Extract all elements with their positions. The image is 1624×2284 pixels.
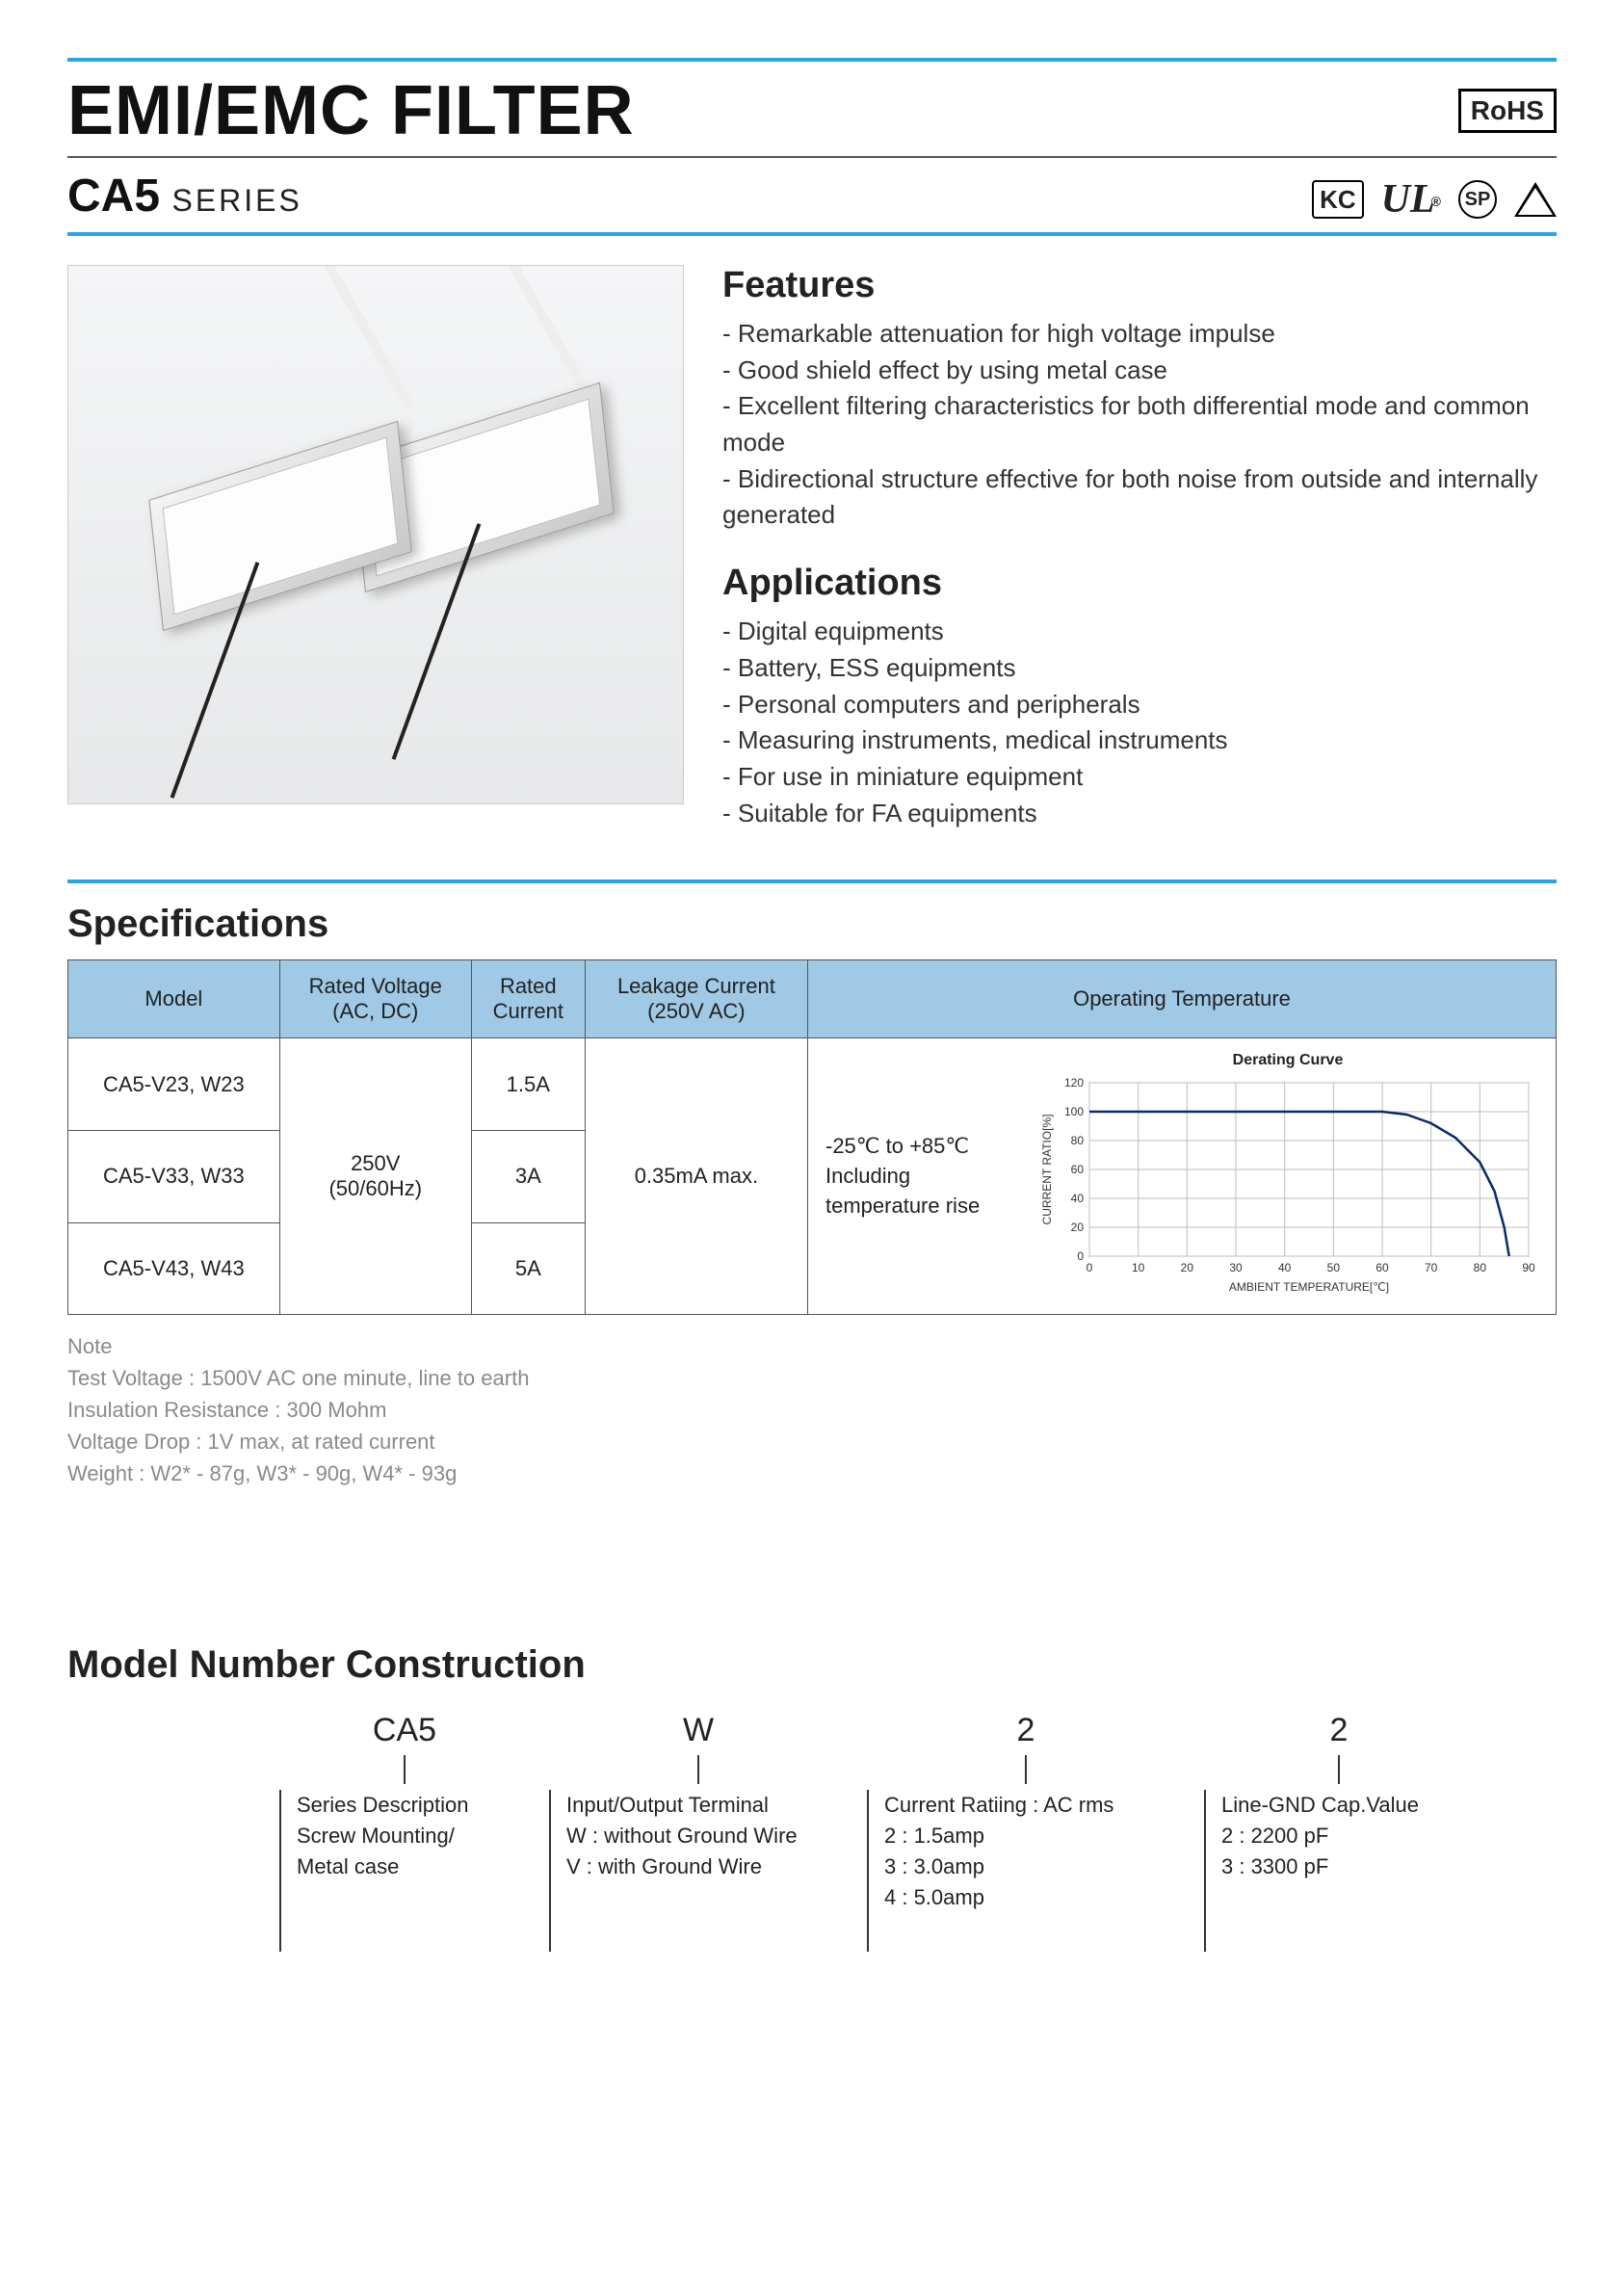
mnc-code-col: 2 bbox=[867, 1712, 1185, 1790]
note-heading: Note bbox=[67, 1330, 1557, 1362]
series-row: CA5 SERIES KC UL® SP bbox=[67, 158, 1557, 236]
svg-text:0: 0 bbox=[1077, 1249, 1084, 1263]
list-item: Suitable for FA equipments bbox=[722, 796, 1557, 832]
applications-heading: Applications bbox=[722, 563, 1557, 604]
header-row: EMI/EMC FILTER RoHS bbox=[67, 71, 1557, 158]
page-title: EMI/EMC FILTER bbox=[67, 71, 635, 150]
mnc-code-col: W bbox=[549, 1712, 848, 1790]
series-word: SERIES bbox=[171, 183, 301, 218]
model-number-construction: Model Number Construction CA5W22 Series … bbox=[67, 1643, 1557, 1952]
mnc-desc-col: Line-GND Cap.Value2 : 2200 pF3 : 3300 pF bbox=[1204, 1790, 1474, 1952]
svg-text:10: 10 bbox=[1132, 1261, 1145, 1274]
series-label: CA5 SERIES bbox=[67, 170, 302, 223]
features-list: Remarkable attenuation for high voltage … bbox=[722, 316, 1557, 534]
svg-text:100: 100 bbox=[1064, 1105, 1084, 1118]
note-line: Voltage Drop : 1V max, at rated current bbox=[67, 1426, 1557, 1457]
list-item: Excellent filtering characteristics for … bbox=[722, 388, 1557, 460]
product-photo bbox=[67, 265, 684, 804]
top-rule bbox=[67, 58, 1557, 62]
svg-text:80: 80 bbox=[1071, 1134, 1085, 1147]
series-code: CA5 bbox=[67, 171, 160, 222]
mnc-heading: Model Number Construction bbox=[67, 1643, 1557, 1687]
derating-chart: Derating Curve 0102030405060708090020406… bbox=[1037, 1052, 1538, 1300]
operating-temp-cell: -25℃ to +85℃Includingtemperature rise De… bbox=[808, 1038, 1557, 1315]
list-item: Good shield effect by using metal case bbox=[722, 353, 1557, 389]
note-line: Test Voltage : 1500V AC one minute, line… bbox=[67, 1362, 1557, 1394]
triangle-mark-icon bbox=[1514, 182, 1557, 217]
svg-text:0: 0 bbox=[1087, 1261, 1093, 1274]
svg-text:20: 20 bbox=[1181, 1261, 1194, 1274]
rated-current-cell: 3A bbox=[471, 1130, 585, 1222]
svg-text:90: 90 bbox=[1522, 1261, 1535, 1274]
svg-text:70: 70 bbox=[1425, 1261, 1438, 1274]
mnc-desc-col: Current Ratiing : AC rms2 : 1.5amp3 : 3.… bbox=[867, 1790, 1185, 1952]
mnc-code-col: 2 bbox=[1204, 1712, 1474, 1790]
list-item: Battery, ESS equipments bbox=[722, 650, 1557, 687]
svg-text:AMBIENT TEMPERATURE[℃]: AMBIENT TEMPERATURE[℃] bbox=[1229, 1280, 1389, 1294]
model-cell: CA5-V23, W23 bbox=[68, 1038, 280, 1131]
applications-list: Digital equipmentsBattery, ESS equipment… bbox=[722, 614, 1557, 831]
list-item: Digital equipments bbox=[722, 614, 1557, 650]
mnc-desc-col: Series DescriptionScrew Mounting/Metal c… bbox=[279, 1790, 530, 1952]
svg-text:80: 80 bbox=[1474, 1261, 1487, 1274]
list-item: Bidirectional structure effective for bo… bbox=[722, 461, 1557, 534]
table-header: Operating Temperature bbox=[808, 960, 1557, 1038]
certification-icons: KC UL® SP bbox=[1312, 176, 1557, 223]
ul-mark-icon: UL® bbox=[1381, 176, 1441, 223]
mnc-code: 2 bbox=[867, 1712, 1185, 1749]
svg-text:30: 30 bbox=[1229, 1261, 1243, 1274]
csa-mark-icon: SP bbox=[1458, 180, 1497, 219]
rated-voltage-cell: 250V(50/60Hz) bbox=[279, 1038, 471, 1315]
list-item: Personal computers and peripherals bbox=[722, 687, 1557, 723]
note-line: Insulation Resistance : 300 Mohm bbox=[67, 1394, 1557, 1426]
temp-range-text: -25℃ to +85℃Includingtemperature rise bbox=[825, 1132, 1018, 1221]
rated-current-cell: 1.5A bbox=[471, 1038, 585, 1131]
mnc-code: W bbox=[549, 1712, 848, 1749]
rated-current-cell: 5A bbox=[471, 1222, 585, 1315]
note-line: Weight : W2* - 87g, W3* - 90g, W4* - 93g bbox=[67, 1457, 1557, 1489]
mnc-desc-col: Input/Output TerminalW : without Ground … bbox=[549, 1790, 848, 1952]
svg-text:CURRENT RATIO[%]: CURRENT RATIO[%] bbox=[1040, 1115, 1054, 1225]
svg-text:120: 120 bbox=[1064, 1076, 1084, 1089]
table-header: Rated Voltage(AC, DC) bbox=[279, 960, 471, 1038]
spec-rule bbox=[67, 879, 1557, 883]
table-row: CA5-V23, W23250V(50/60Hz)1.5A0.35mA max.… bbox=[68, 1038, 1557, 1131]
list-item: Remarkable attenuation for high voltage … bbox=[722, 316, 1557, 353]
list-item: Measuring instruments, medical instrumen… bbox=[722, 722, 1557, 759]
model-cell: CA5-V43, W43 bbox=[68, 1222, 280, 1315]
mnc-code-col: CA5 bbox=[279, 1712, 530, 1790]
model-cell: CA5-V33, W33 bbox=[68, 1130, 280, 1222]
specifications-heading: Specifications bbox=[67, 903, 1557, 946]
features-heading: Features bbox=[722, 265, 1557, 306]
rohs-badge: RoHS bbox=[1458, 89, 1557, 133]
svg-text:20: 20 bbox=[1071, 1221, 1085, 1234]
svg-text:40: 40 bbox=[1278, 1261, 1292, 1274]
specifications-table: ModelRated Voltage(AC, DC)RatedCurrentLe… bbox=[67, 959, 1557, 1315]
leakage-cell: 0.35mA max. bbox=[585, 1038, 807, 1315]
svg-text:60: 60 bbox=[1375, 1261, 1389, 1274]
spec-note: Note Test Voltage : 1500V AC one minute,… bbox=[67, 1330, 1557, 1489]
table-header: Model bbox=[68, 960, 280, 1038]
table-header: RatedCurrent bbox=[471, 960, 585, 1038]
kc-mark-icon: KC bbox=[1312, 180, 1364, 219]
table-header: Leakage Current(250V AC) bbox=[585, 960, 807, 1038]
list-item: For use in miniature equipment bbox=[722, 759, 1557, 796]
mnc-code: CA5 bbox=[279, 1712, 530, 1749]
svg-text:50: 50 bbox=[1327, 1261, 1341, 1274]
svg-text:60: 60 bbox=[1071, 1163, 1085, 1176]
svg-text:40: 40 bbox=[1071, 1192, 1085, 1205]
mnc-code: 2 bbox=[1204, 1712, 1474, 1749]
